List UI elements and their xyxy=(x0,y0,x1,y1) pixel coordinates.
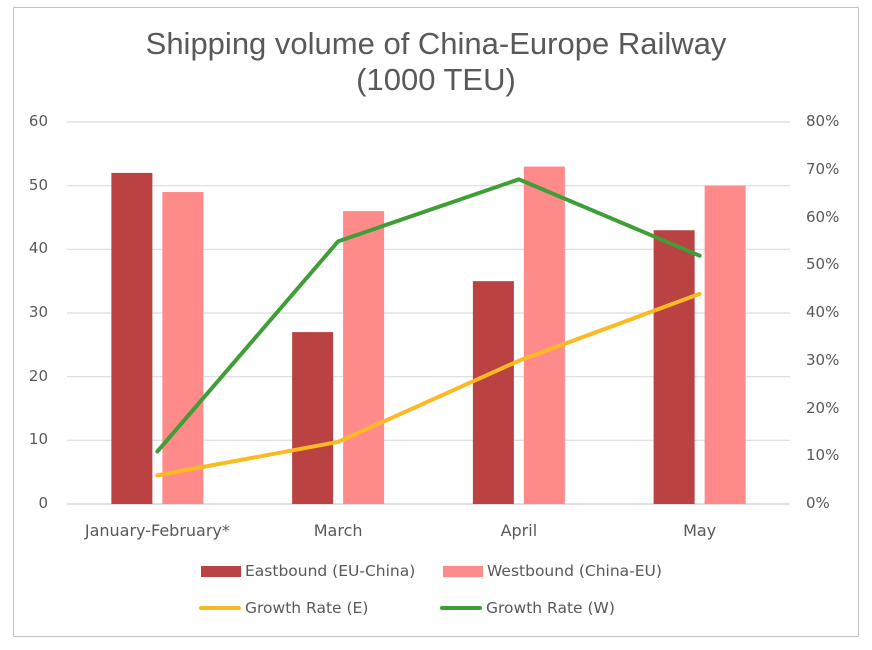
legend-item-westbound: Westbound (China-EU) xyxy=(443,562,662,580)
y-tick-right: 60% xyxy=(806,207,840,226)
y-tick-left: 30 xyxy=(28,303,48,321)
bar-eastbound xyxy=(111,172,153,504)
line-growth-e xyxy=(155,291,702,478)
bar-eastbound xyxy=(653,230,695,504)
line-growth-w xyxy=(155,177,702,454)
y-tick-left: 20 xyxy=(28,366,48,385)
legend-swatch-eastbound xyxy=(201,565,241,577)
y-tick-left: 0 xyxy=(38,494,48,512)
legend-item-eastbound: Eastbound (EU-China) xyxy=(201,562,415,580)
y-tick-right: 10% xyxy=(806,446,840,465)
bar-eastbound xyxy=(472,281,514,504)
chart-title-line-1: Shipping volume of China-Europe Railway xyxy=(145,26,727,61)
chart-title-line-2: (1000 TEU) xyxy=(356,62,516,97)
y-tick-left: 10 xyxy=(28,430,48,449)
legend-item-growth-e: Growth Rate (E) xyxy=(199,599,368,617)
legend-swatch-growth-w xyxy=(440,606,482,610)
y-tick-left: 40 xyxy=(28,239,48,258)
y-tick-right: 0% xyxy=(806,494,830,512)
legend-swatch-growth-e xyxy=(199,606,241,610)
bar-eastbound xyxy=(292,332,334,504)
legend-swatch-westbound xyxy=(443,565,483,577)
legend-label-westbound: Westbound (China-EU) xyxy=(487,562,662,580)
bar-westbound xyxy=(704,185,746,504)
x-tick-label: January-February* xyxy=(84,521,230,540)
legend-label-eastbound: Eastbound (EU-China) xyxy=(245,562,416,580)
x-tick-label: May xyxy=(683,521,717,540)
x-tick-label: March xyxy=(313,521,363,540)
y-tick-left: 50 xyxy=(28,175,48,194)
bar-westbound xyxy=(162,192,204,505)
chart-title: Shipping volume of China-Europe Railway … xyxy=(0,26,872,98)
legend-label-growth-e: Growth Rate (E) xyxy=(245,599,369,617)
y-tick-right: 20% xyxy=(806,398,840,417)
bar-westbound xyxy=(523,166,565,505)
y-tick-right: 50% xyxy=(806,255,840,274)
y-tick-right: 70% xyxy=(806,159,840,178)
bar-westbound xyxy=(343,211,385,504)
legend-item-growth-w: Growth Rate (W) xyxy=(440,599,615,617)
y-tick-right: 30% xyxy=(806,350,840,369)
y-tick-left: 60 xyxy=(28,112,48,130)
x-tick-label: April xyxy=(500,521,538,540)
y-tick-right: 40% xyxy=(806,303,840,321)
y-tick-right: 80% xyxy=(806,112,840,130)
legend-label-growth-w: Growth Rate (W) xyxy=(486,599,615,617)
